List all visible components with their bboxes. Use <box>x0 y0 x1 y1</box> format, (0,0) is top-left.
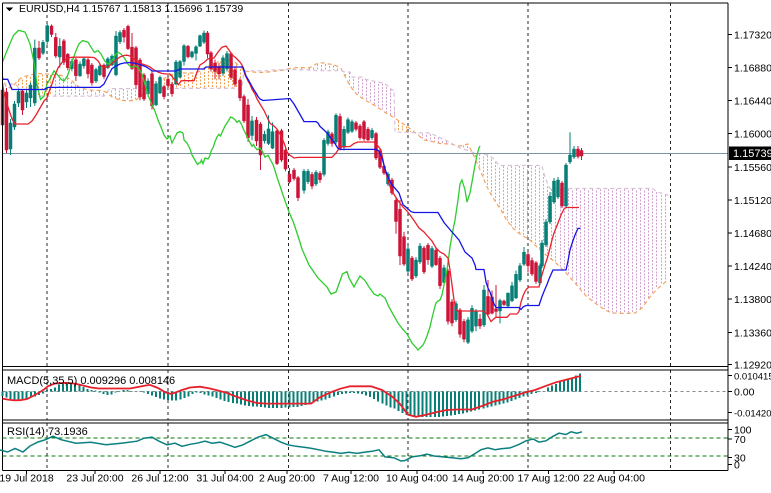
svg-text:RSI(14) 73.1936: RSI(14) 73.1936 <box>7 426 88 438</box>
svg-text:0: 0 <box>734 459 740 471</box>
svg-text:0.010415: 0.010415 <box>734 372 771 383</box>
svg-text:2 Aug 20:00: 2 Aug 20:00 <box>259 473 315 485</box>
svg-text:7 Aug 12:00: 7 Aug 12:00 <box>323 473 379 485</box>
svg-text:1.16880: 1.16880 <box>734 63 771 75</box>
svg-text:1.15739: 1.15739 <box>733 148 771 160</box>
svg-text:22 Aug 04:00: 22 Aug 04:00 <box>583 473 645 485</box>
svg-text:1.12920: 1.12920 <box>734 359 771 371</box>
svg-text:1.17320: 1.17320 <box>734 29 771 41</box>
svg-text:1.15120: 1.15120 <box>734 195 771 207</box>
svg-text:30: 30 <box>734 453 746 465</box>
svg-text:MACD(5,35,5) 0.009296 0.008146: MACD(5,35,5) 0.009296 0.008146 <box>7 375 175 387</box>
svg-text:100: 100 <box>734 424 752 436</box>
svg-text:1.16440: 1.16440 <box>734 96 771 108</box>
svg-text:31 Jul 04:00: 31 Jul 04:00 <box>196 473 253 485</box>
svg-text:0.00: 0.00 <box>734 387 755 399</box>
svg-text:19 Jul 2018: 19 Jul 2018 <box>0 473 54 485</box>
svg-text:1.15560: 1.15560 <box>734 162 771 174</box>
svg-text:1.14680: 1.14680 <box>734 228 771 240</box>
svg-text:26 Jul 12:00: 26 Jul 12:00 <box>131 473 188 485</box>
svg-text:1.14240: 1.14240 <box>734 261 771 273</box>
svg-text:1.16000: 1.16000 <box>734 129 771 141</box>
svg-text:14 Aug 20:00: 14 Aug 20:00 <box>452 473 514 485</box>
svg-text:1.13360: 1.13360 <box>734 327 771 339</box>
svg-text:17 Aug 12:00: 17 Aug 12:00 <box>518 473 580 485</box>
svg-text:70: 70 <box>734 434 746 446</box>
svg-text:23 Jul 20:00: 23 Jul 20:00 <box>66 473 123 485</box>
svg-text:10 Aug 04:00: 10 Aug 04:00 <box>386 473 448 485</box>
svg-text:EURUSD,H4 1.15767 1.15813 1.1: EURUSD,H4 1.15767 1.15813 1.15696 1.1573… <box>19 3 243 15</box>
svg-text:1.13800: 1.13800 <box>734 294 771 306</box>
